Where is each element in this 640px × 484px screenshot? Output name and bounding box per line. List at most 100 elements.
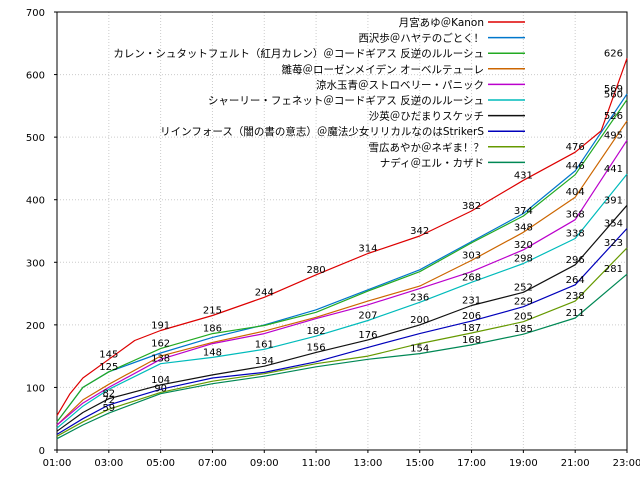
x-tick-label: 21:00 (561, 458, 590, 469)
data-label: 252 (514, 282, 533, 293)
data-label: 206 (462, 311, 481, 322)
legend-label-10: ナディ＠エル・カザド (380, 156, 484, 169)
data-label: 354 (604, 218, 623, 229)
data-label: 298 (514, 254, 533, 265)
data-label: 348 (514, 222, 533, 233)
data-label: 264 (566, 275, 585, 286)
data-label: 104 (151, 375, 170, 386)
data-label: 476 (566, 142, 585, 153)
series-line-8 (56, 228, 628, 435)
legend-label-7: 沙英＠ひだまりスケッチ (369, 110, 484, 123)
x-tick-label: 15:00 (405, 458, 434, 469)
legend-label-9: 雪広あやか＠ネギま！？ (369, 141, 485, 154)
data-label: 162 (151, 339, 170, 350)
x-tick-label: 09:00 (250, 458, 279, 469)
data-label: 186 (203, 324, 222, 335)
data-label: 338 (566, 229, 585, 240)
series-lines (56, 58, 628, 440)
series-line-4 (56, 120, 628, 426)
data-label: 238 (566, 291, 585, 302)
data-label: 626 (604, 48, 623, 59)
data-label: 215 (203, 305, 222, 316)
data-label: 182 (307, 326, 326, 337)
y-tick-label: 400 (26, 196, 45, 207)
legend-label-1: 月宮あゆ＠Kanon (399, 16, 484, 29)
x-tick-label: 01:00 (43, 458, 72, 469)
x-tick-label: 13:00 (353, 458, 382, 469)
data-label: 134 (255, 356, 274, 367)
x-tick-label: 03:00 (94, 458, 123, 469)
data-label: 303 (462, 250, 481, 261)
legend: 月宮あゆ＠Kanon 西沢歩＠ハヤテのごとく！ カレン・シュタットフェルト（紅月カレ… (113, 16, 525, 169)
data-label: 569 (604, 84, 623, 95)
series-line-1 (56, 58, 628, 416)
data-label: 72 (102, 395, 115, 406)
data-label: 296 (566, 255, 585, 266)
data-label: 268 (462, 272, 481, 283)
data-label: 200 (410, 315, 429, 326)
x-tick-label: 23:00 (613, 458, 640, 469)
data-label: 236 (410, 292, 429, 303)
data-label: 342 (410, 226, 429, 237)
y-tick-label: 200 (26, 321, 45, 332)
data-label: 187 (462, 323, 481, 334)
y-tick-label: 500 (26, 133, 45, 144)
data-label: 441 (604, 164, 623, 175)
data-label: 161 (255, 339, 274, 350)
data-label: 231 (462, 295, 481, 306)
data-label: 59 (102, 403, 115, 414)
y-tick-label: 600 (26, 71, 45, 82)
data-label: 374 (514, 206, 533, 217)
x-tick-label: 07:00 (198, 458, 227, 469)
data-label: 185 (514, 324, 533, 335)
data-label: 205 (514, 312, 533, 323)
legend-label-2: 西沢歩＠ハヤテのごとく！ (358, 32, 484, 45)
data-label: 207 (358, 310, 377, 321)
grid-lines (56, 11, 628, 451)
data-label: 404 (566, 187, 585, 198)
data-label: 211 (566, 308, 585, 319)
series-line-3 (56, 99, 628, 423)
data-label: 138 (151, 354, 170, 365)
y-tick-label: 300 (26, 258, 45, 269)
data-label: 145 (99, 349, 118, 360)
data-label: 382 (462, 201, 481, 212)
data-label: 125 (99, 362, 118, 373)
data-label: 148 (203, 347, 222, 358)
axes (56, 11, 628, 451)
data-label: 90 (154, 384, 167, 395)
data-label: 560 (604, 90, 623, 101)
data-label: 391 (604, 195, 623, 206)
data-labels: 145 191 215 244 280 314 342 382 431 476 626 125 446 5… (99, 48, 623, 414)
x-tick-label: 11:00 (302, 458, 331, 469)
tick-labels: 0 100 200 300 400 500 600 700 01:00 03:00 05:00 07:… (26, 8, 640, 469)
plot-frame (56, 11, 628, 451)
series-line-10 (56, 273, 628, 440)
data-label: 368 (566, 210, 585, 221)
data-label: 431 (514, 170, 533, 181)
data-label: 280 (307, 265, 326, 276)
x-tick-label: 17:00 (457, 458, 486, 469)
series-line-7 (56, 204, 628, 432)
data-label: 320 (514, 240, 533, 251)
data-label: 323 (604, 238, 623, 249)
data-label: 82 (102, 389, 115, 400)
data-label: 168 (462, 335, 481, 346)
y-tick-label: 0 (39, 446, 45, 457)
series-line-5 (56, 139, 628, 426)
legend-label-3: カレン・シュタットフェルト（紅月カレン）＠コードギアス 反逆のルルーシュ (113, 47, 484, 60)
data-label: 281 (604, 264, 623, 275)
y-tick-label: 100 (26, 383, 45, 394)
y-tick-label: 700 (26, 8, 45, 19)
x-tick-label: 19:00 (509, 458, 538, 469)
data-label: 229 (514, 297, 533, 308)
data-label: 446 (566, 161, 585, 172)
data-label: 191 (151, 320, 170, 331)
data-label: 526 (604, 111, 623, 122)
data-label: 154 (410, 344, 429, 355)
x-tick-label: 05:00 (146, 458, 175, 469)
data-label: 495 (604, 130, 623, 141)
legend-label-8: リインフォース（闇の書の意志）＠魔法少女リリカルなのはStrikerS (160, 125, 484, 138)
